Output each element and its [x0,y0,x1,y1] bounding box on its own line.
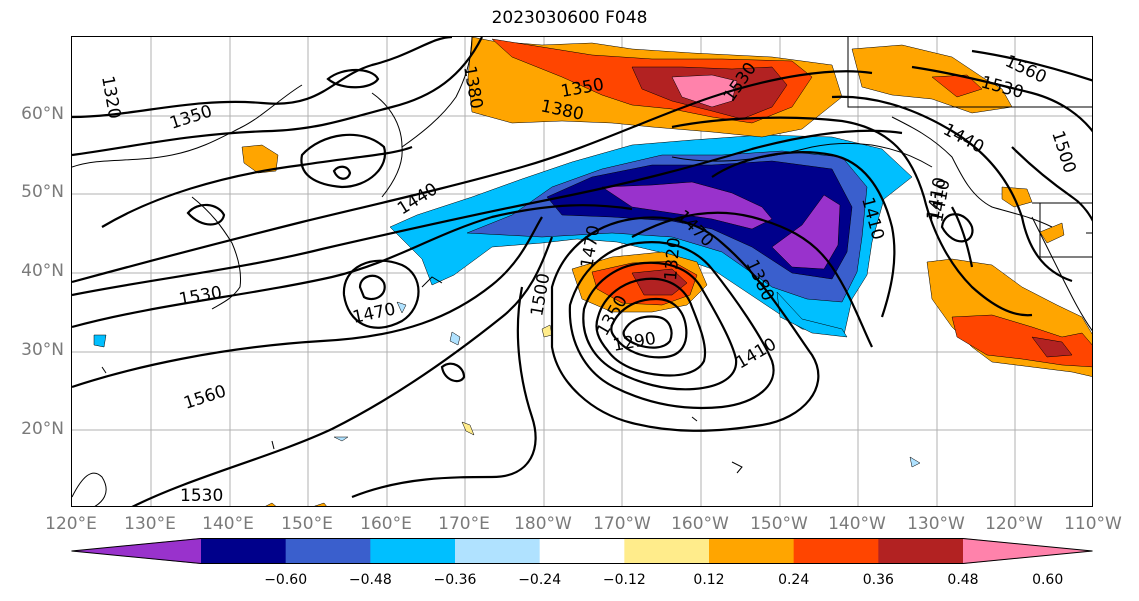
colorbar-tick-label: 0.24 [778,572,810,588]
colorbar-tick-label: 0.36 [862,572,894,588]
map-title: 2023030600 F048 [491,8,648,28]
colorbar-segment [201,538,287,564]
colorbar-tick-label: −0.24 [518,572,562,588]
contour-label: 1500 [1047,128,1079,175]
positive-anomaly-shading [241,37,1092,506]
contour-label: 1560 [181,381,228,413]
colorbar-segment [709,538,795,564]
negative-anomaly-shading [93,134,921,468]
colorbar [71,538,1093,564]
contour-label: 1500 [527,272,554,318]
lon-label-170w: 170°W [593,514,651,534]
lat-label-40n: 40°N [21,261,64,281]
lon-label-170e: 170°E [438,514,490,534]
lon-label-180w: 180°W [514,514,572,534]
lon-label-150w: 150°W [750,514,808,534]
lon-label-130e: 130°E [124,514,176,534]
lon-label-140e: 140°E [202,514,254,534]
lon-label-140w: 140°W [828,514,886,534]
colorbar-tick-label: 0.60 [1032,572,1064,588]
map-panel: 1320 1350 1350 1380 1380 1530 1560 1530 … [71,36,1093,507]
lat-label-20n: 20°N [21,419,64,439]
contour-label: 1530 [180,486,223,506]
lat-label-60n: 60°N [21,104,64,124]
lat-label-30n: 30°N [21,340,64,360]
map-svg: 1320 1350 1350 1380 1380 1530 1560 1530 … [72,37,1092,506]
colorbar-tick-label: −0.36 [433,572,477,588]
colorbar-tick-label: 0.12 [693,572,725,588]
lat-label-50n: 50°N [21,182,64,202]
lon-label-110w: 110°W [1064,514,1122,534]
lon-label-160w: 160°W [671,514,729,534]
lon-label-150e: 150°E [281,514,333,534]
colorbar-segment [624,538,710,564]
colorbar-segment [285,538,371,564]
coastlines [72,37,1092,506]
contour-label: 1320 [97,74,124,120]
lon-label-130w: 130°W [907,514,965,534]
contour-label: 1470 [351,299,397,328]
lon-label-160e: 160°E [360,514,412,534]
colorbar-tick-label: −0.12 [602,572,646,588]
colorbar-extend-high [963,538,1093,564]
colorbar-segment [370,538,456,564]
colorbar-segment [793,538,879,564]
lon-label-120w: 120°W [985,514,1043,534]
colorbar-segment [878,538,964,564]
contour-label: 1320 [661,237,685,282]
colorbar-svg [71,538,1093,564]
colorbar-tick-label: −0.60 [264,572,308,588]
height-contours [72,37,1092,506]
colorbar-outline [71,538,1093,564]
colorbar-segment [455,538,541,564]
colorbar-segment [539,538,625,564]
colorbar-tick-label: −0.48 [348,572,392,588]
lon-label-120e: 120°E [45,514,97,534]
colorbar-tick-label: 0.48 [947,572,979,588]
colorbar-extend-low [71,538,201,564]
